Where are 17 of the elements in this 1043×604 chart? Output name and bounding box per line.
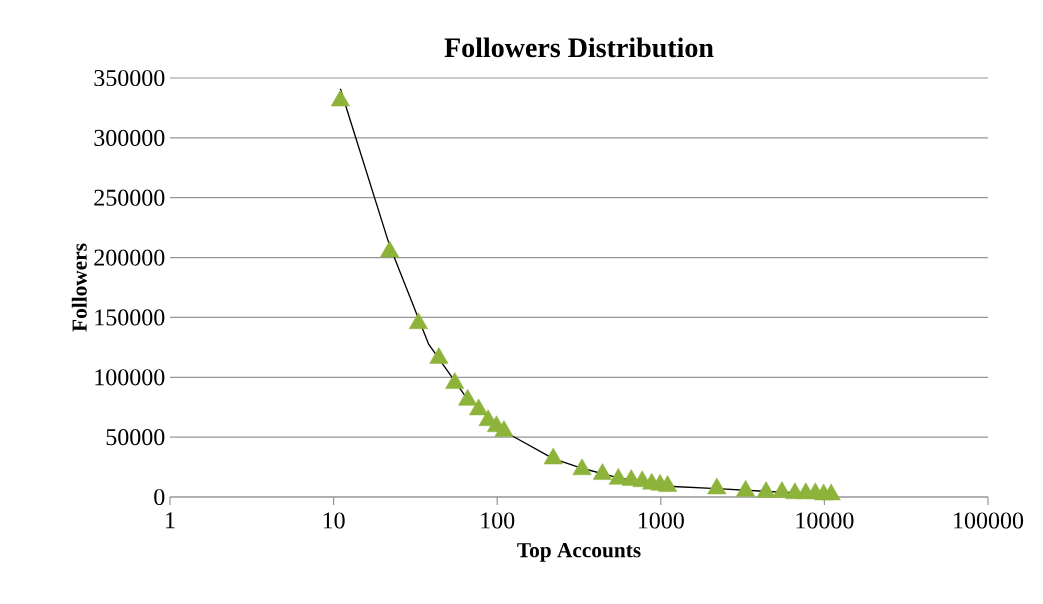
y-tick-label: 350000 <box>94 69 165 87</box>
y-axis-title: Followers <box>71 243 87 332</box>
x-tick-label: 10 <box>323 512 345 529</box>
x-tick-label: 10000 <box>796 512 854 529</box>
y-tick-label: 50000 <box>106 429 165 446</box>
chart-title: Followers Distribution <box>444 37 714 58</box>
y-tick-label: 250000 <box>94 189 165 206</box>
x-tick-label: 100000 <box>954 512 1024 529</box>
y-tick-label: 0 <box>154 488 165 506</box>
x-tick-label: 1 <box>166 512 175 529</box>
x-tick-label: 1000 <box>638 512 684 529</box>
y-tick-label: 200000 <box>94 249 165 266</box>
x-tick-label: 100 <box>481 512 515 529</box>
x-axis-title: Top Accounts <box>517 543 641 562</box>
y-tick-label: 150000 <box>95 309 165 326</box>
y-tick-label: 300000 <box>94 129 165 146</box>
y-tick-label: 100000 <box>95 369 165 386</box>
